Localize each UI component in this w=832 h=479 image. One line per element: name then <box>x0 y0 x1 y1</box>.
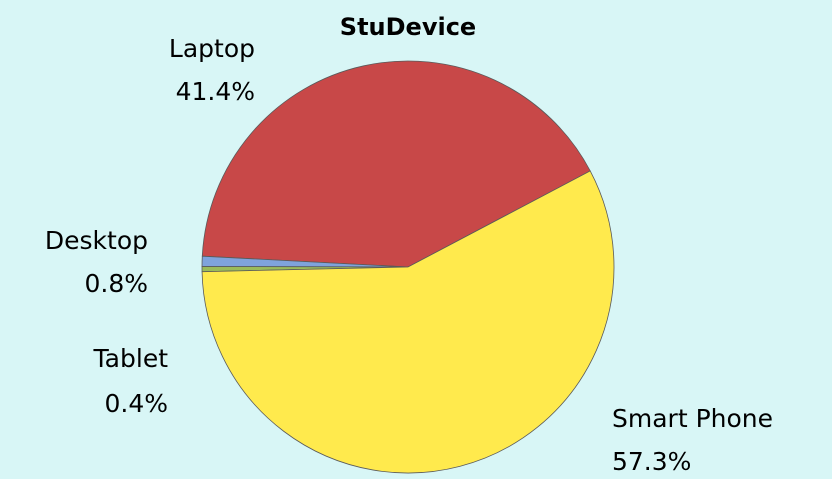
pie-slice <box>201 170 615 474</box>
slice-value-label: 41.4% <box>176 77 255 106</box>
slice-label: Tablet <box>93 344 169 373</box>
slice-label: Smart Phone <box>612 404 773 433</box>
slice-value-label: 0.4% <box>104 389 168 418</box>
slice-value-label: 0.8% <box>84 269 148 298</box>
chart-title: StuDevice <box>340 13 476 41</box>
slice-value-label: 57.3% <box>612 447 691 476</box>
slice-label: Desktop <box>45 226 148 255</box>
slice-label: Laptop <box>169 34 255 63</box>
pie-slice <box>201 60 591 268</box>
